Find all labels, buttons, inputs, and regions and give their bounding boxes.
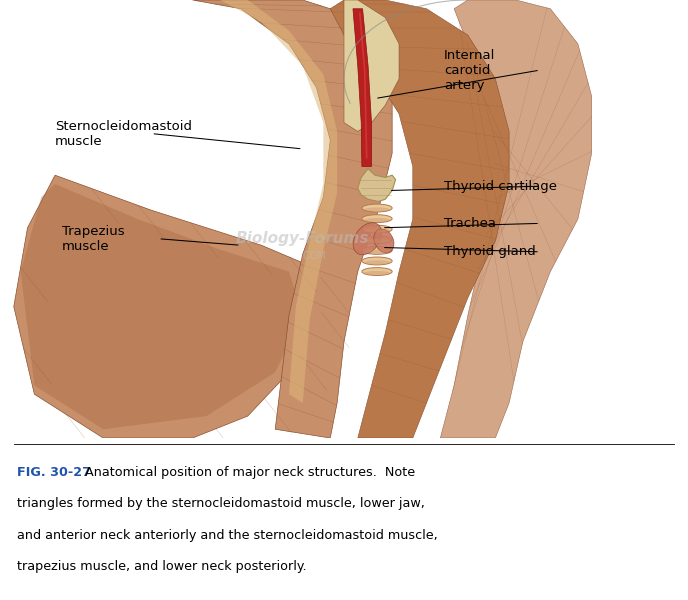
Polygon shape: [220, 0, 337, 403]
Polygon shape: [353, 9, 372, 166]
Polygon shape: [344, 0, 399, 131]
Ellipse shape: [362, 215, 392, 223]
Text: FIG. 30-27: FIG. 30-27: [17, 466, 92, 479]
Polygon shape: [21, 184, 303, 429]
Text: and anterior neck anteriorly and the sternocleidomastoid muscle,: and anterior neck anteriorly and the ste…: [17, 529, 438, 542]
Text: Internal
carotid
artery: Internal carotid artery: [444, 49, 495, 92]
Ellipse shape: [353, 223, 382, 255]
Ellipse shape: [362, 257, 392, 265]
Text: Thyroid gland: Thyroid gland: [444, 245, 535, 259]
Ellipse shape: [374, 229, 394, 253]
Ellipse shape: [364, 260, 390, 264]
Polygon shape: [358, 169, 396, 202]
Text: trapezius muscle, and lower neck posteriorly.: trapezius muscle, and lower neck posteri…: [17, 560, 307, 574]
Text: Anatomical position of major neck structures.  Note: Anatomical position of major neck struct…: [81, 466, 416, 479]
Ellipse shape: [362, 236, 392, 244]
Ellipse shape: [364, 208, 390, 211]
Polygon shape: [14, 175, 330, 438]
Polygon shape: [440, 0, 592, 438]
Ellipse shape: [362, 225, 392, 233]
Text: Trachea: Trachea: [444, 217, 496, 230]
Ellipse shape: [362, 247, 392, 254]
Text: Thyroid cartilage: Thyroid cartilage: [444, 179, 557, 193]
Ellipse shape: [364, 239, 390, 243]
Text: triangles formed by the sternocleidomastoid muscle, lower jaw,: triangles formed by the sternocleidomast…: [17, 497, 425, 510]
Text: Biology-Forums: Biology-Forums: [236, 231, 369, 246]
Ellipse shape: [362, 204, 392, 212]
Ellipse shape: [364, 250, 390, 254]
Ellipse shape: [364, 218, 390, 222]
Text: .COM: .COM: [300, 251, 326, 261]
Ellipse shape: [364, 229, 390, 233]
Ellipse shape: [364, 271, 390, 275]
Ellipse shape: [362, 268, 392, 275]
Text: Trapezius
muscle: Trapezius muscle: [62, 225, 125, 253]
Text: Sternocleidomastoid
muscle: Sternocleidomastoid muscle: [55, 119, 192, 148]
Polygon shape: [193, 0, 392, 438]
Polygon shape: [330, 0, 509, 438]
